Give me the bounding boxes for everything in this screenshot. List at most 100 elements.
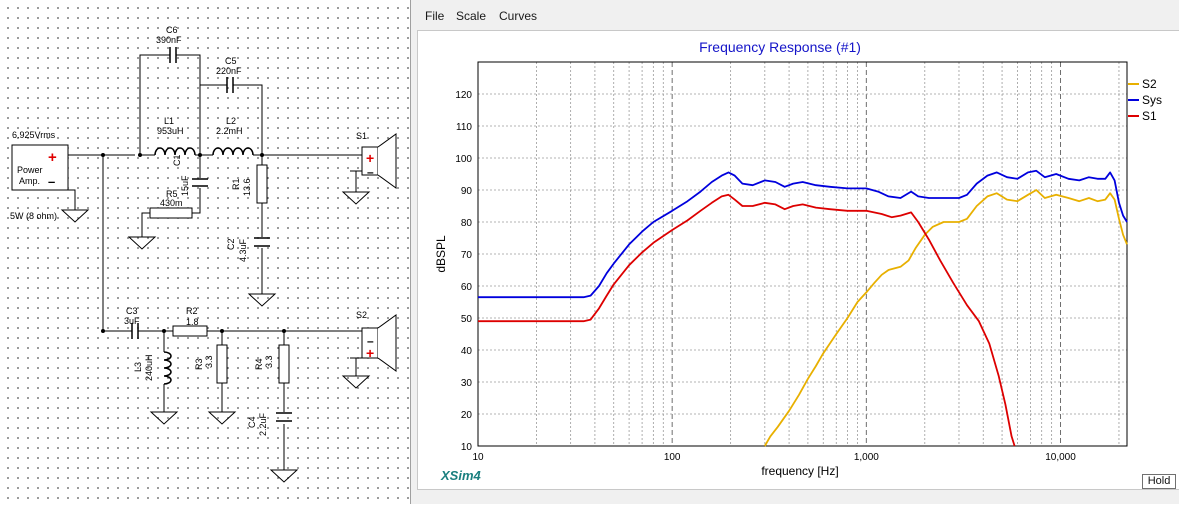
l1-name: L1	[164, 116, 174, 126]
series-line-s2	[764, 189, 1128, 447]
r3-name: R3	[194, 358, 204, 370]
chart-title: Frequency Response (#1)	[699, 39, 861, 55]
power-amp-name-2: Amp.	[19, 176, 40, 186]
power-amp-name-1: Power	[17, 165, 43, 175]
c2-name: C2	[226, 238, 236, 250]
s1-minus: –	[367, 165, 374, 179]
s2-minus: –	[367, 334, 374, 348]
r4-name: R4	[254, 358, 264, 370]
power-amp-plus: +	[48, 149, 57, 166]
y-tick-label: 20	[461, 410, 473, 421]
xsim-brand: XSim4	[440, 468, 482, 483]
capacitor-c3[interactable]: C3 3uF	[124, 306, 142, 339]
s1-name: S1	[356, 131, 367, 141]
x-tick-label: 1,000	[854, 452, 879, 463]
c1-value: 15uF	[180, 175, 190, 196]
c4-value: 2.2uF	[258, 412, 268, 436]
resistor-r5[interactable]: R5 430m	[149, 189, 193, 219]
c6-name: C6	[166, 25, 178, 35]
resistor-r1[interactable]: R1 13.6	[231, 164, 268, 204]
y-tick-label: 10	[461, 442, 473, 453]
l3-name: L3	[133, 362, 143, 372]
l2-value: 2.2mH	[216, 126, 243, 136]
c3-name: C3	[126, 306, 138, 316]
capacitor-c4[interactable]: C4 2.2uF	[247, 412, 292, 436]
r2-value: 1.8	[186, 317, 199, 327]
schematic-canvas[interactable]: 6.925Vrms Power Amp. + – 5W (8 ohm) C6 3…	[0, 0, 410, 504]
y-tick-label: 100	[455, 154, 472, 165]
r3-value: 3.3	[204, 355, 214, 368]
schematic-wires	[68, 54, 357, 470]
l2-name: L2	[226, 116, 236, 126]
inductor-l3[interactable]: L3 240uH	[133, 351, 172, 385]
y-tick-label: 40	[461, 346, 473, 357]
y-tick-label: 90	[461, 186, 473, 197]
capacitor-c2[interactable]: C2 4.3uF	[226, 237, 270, 262]
s1-plus: +	[366, 150, 374, 166]
ground-symbols	[60, 191, 371, 483]
capacitor-c1[interactable]: C1 15uF	[172, 154, 208, 196]
y-tick-label: 70	[461, 250, 473, 261]
capacitor-c5[interactable]: C5 220nF	[216, 56, 242, 93]
y-tick-labels: 10 20 30 40 50 60 70 80 90 100 110 120	[455, 90, 472, 453]
inductor-l1[interactable]: L1 953uH	[140, 116, 196, 156]
power-amp-symbol[interactable]: 6.925Vrms Power Amp. + – 5W (8 ohm)	[10, 130, 69, 221]
c3-value: 3uF	[124, 316, 140, 326]
y-tick-label: 60	[461, 282, 473, 293]
s2-plus: +	[366, 345, 374, 361]
legend-label-s2: S2	[1142, 77, 1157, 91]
status-strip	[411, 492, 1179, 504]
hold-button[interactable]: Hold	[1142, 474, 1176, 489]
chart-grid	[477, 62, 1127, 447]
r2-name: R2	[186, 306, 198, 316]
l3-value: 240uH	[144, 354, 154, 381]
speaker-s1[interactable]: + – S1	[350, 131, 397, 189]
c5-value: 220nF	[216, 66, 242, 76]
y-tick-label: 120	[455, 90, 472, 101]
x-tick-label: 100	[664, 452, 681, 463]
plot-frame	[477, 61, 1128, 447]
x-axis-label: frequency [Hz]	[761, 464, 838, 478]
legend-label-sys: Sys	[1142, 93, 1162, 107]
frequency-response-window: File Scale Curves 10 20 30 40 50 60 70 80 90 100 1…	[410, 0, 1179, 504]
capacitor-c6[interactable]: C6 390nF	[156, 25, 182, 63]
r5-value: 430m	[160, 198, 183, 208]
c5-name: C5	[225, 56, 237, 66]
y-tick-label: 30	[461, 378, 473, 389]
resistor-r4[interactable]: R4 3.3	[254, 344, 290, 384]
junction-dots	[101, 153, 286, 333]
y-tick-label: 80	[461, 218, 473, 229]
r5-name: R5	[166, 189, 178, 199]
s2-name: S2	[356, 310, 367, 320]
y-axis-label: dBSPL	[434, 235, 448, 273]
x-tick-labels: 10 100 1,000 10,000	[472, 452, 1076, 463]
power-amp-spec: 5W (8 ohm)	[10, 211, 57, 221]
power-amp-voltage: 6.925Vrms	[12, 130, 56, 140]
series-line-s1	[478, 193, 1016, 447]
series-line-sys	[478, 169, 1128, 299]
c1-name: C1	[172, 154, 182, 166]
inductor-l2[interactable]: L2 2.2mH	[212, 116, 254, 156]
plot-panel[interactable]: 10 20 30 40 50 60 70 80 90 100 110 120 10 100 1,000 10…	[417, 30, 1179, 490]
r4-value: 3.3	[264, 355, 274, 368]
c2-value: 4.3uF	[238, 238, 248, 262]
chart-series	[478, 169, 1128, 447]
x-tick-label: 10,000	[1045, 452, 1076, 463]
y-tick-label: 110	[456, 122, 472, 133]
menu-scale[interactable]: Scale	[456, 9, 487, 23]
menu-curves[interactable]: Curves	[499, 9, 538, 23]
r1-value: 13.6	[242, 178, 252, 196]
resistor-r2[interactable]: R2 1.8	[172, 306, 208, 337]
y-tick-label: 50	[461, 314, 473, 325]
r1-name: R1	[231, 178, 241, 190]
c6-value: 390nF	[156, 35, 182, 45]
c4-name: C4	[247, 416, 257, 428]
menu-bar: File Scale Curves	[411, 0, 1179, 26]
x-tick-label: 10	[472, 452, 484, 463]
chart-legend: S2 Sys S1	[1128, 77, 1162, 123]
l1-value: 953uH	[157, 126, 184, 136]
resistor-r3[interactable]: R3 3.3	[194, 344, 228, 384]
speaker-s2[interactable]: – + S2	[350, 310, 397, 372]
menu-file[interactable]: File	[425, 9, 445, 23]
